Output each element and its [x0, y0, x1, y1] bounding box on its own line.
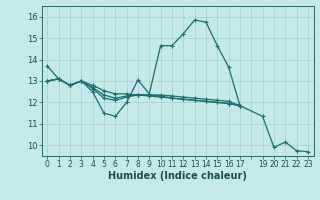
X-axis label: Humidex (Indice chaleur): Humidex (Indice chaleur) [108, 171, 247, 181]
